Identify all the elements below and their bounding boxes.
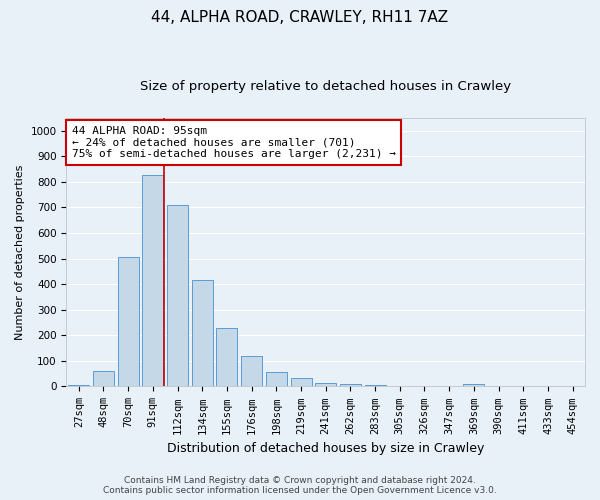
Y-axis label: Number of detached properties: Number of detached properties: [15, 164, 25, 340]
Bar: [463, 384, 484, 386]
Bar: [241, 356, 262, 386]
Bar: [217, 328, 238, 386]
Bar: [365, 385, 386, 386]
Bar: [340, 384, 361, 386]
X-axis label: Distribution of detached houses by size in Crawley: Distribution of detached houses by size …: [167, 442, 484, 455]
Bar: [290, 378, 311, 386]
Bar: [93, 371, 114, 386]
Bar: [266, 372, 287, 386]
Title: Size of property relative to detached houses in Crawley: Size of property relative to detached ho…: [140, 80, 511, 93]
Text: 44 ALPHA ROAD: 95sqm
← 24% of detached houses are smaller (701)
75% of semi-deta: 44 ALPHA ROAD: 95sqm ← 24% of detached h…: [71, 126, 395, 159]
Bar: [315, 382, 336, 386]
Text: Contains HM Land Registry data © Crown copyright and database right 2024.
Contai: Contains HM Land Registry data © Crown c…: [103, 476, 497, 495]
Bar: [167, 205, 188, 386]
Bar: [118, 257, 139, 386]
Bar: [68, 385, 89, 386]
Bar: [142, 176, 163, 386]
Text: 44, ALPHA ROAD, CRAWLEY, RH11 7AZ: 44, ALPHA ROAD, CRAWLEY, RH11 7AZ: [151, 10, 449, 25]
Bar: [192, 280, 213, 386]
